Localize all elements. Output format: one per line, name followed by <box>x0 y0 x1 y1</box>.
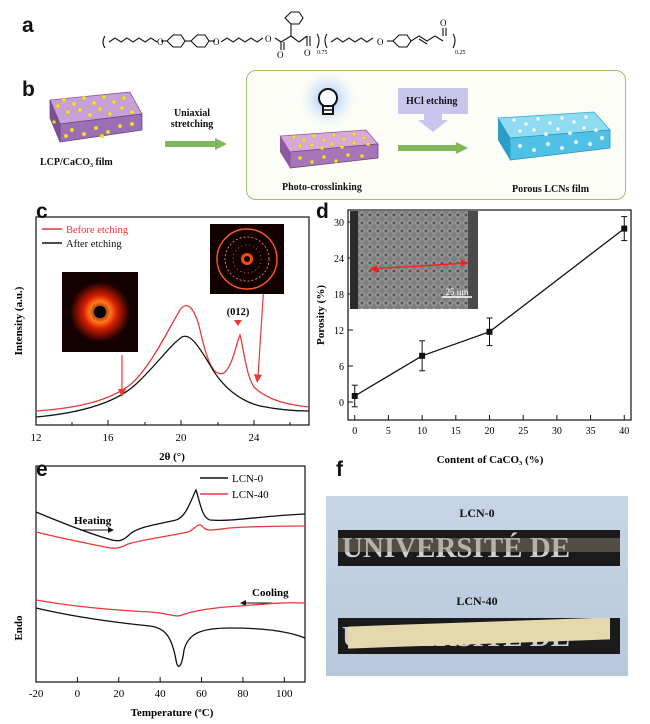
panel-label-d: d <box>316 200 329 223</box>
step1-line2: stretching <box>170 119 214 130</box>
lcn-40-cooling-curve <box>35 599 306 617</box>
svg-text:O: O <box>157 37 164 47</box>
film-strip-lcn-40: UNIVERSITÉ DE <box>338 618 620 654</box>
y-axis-label: Intensity (a.u.) <box>13 286 25 355</box>
cooling-label: Cooling <box>252 587 289 599</box>
x-tick-24: 24 <box>249 432 261 444</box>
d-y-tick-24: 24 <box>334 254 344 265</box>
d-y-axis-label: Porosity (%) <box>315 285 327 345</box>
d-y-tick-30: 30 <box>334 218 344 229</box>
panel-label-f: f <box>336 458 343 481</box>
after-etching-curve <box>35 335 310 418</box>
step1-line1: Uniaxial <box>173 108 211 119</box>
d-y-tick-6: 6 <box>339 362 344 373</box>
peak-label-012: (012) <box>227 307 250 318</box>
photo-crosslinking-label: Photo-crosslinking <box>282 182 362 193</box>
d-x-axis-label: Content of CaCO₃ (%) <box>437 454 544 466</box>
legend-after-etching: After etching <box>66 239 122 250</box>
e-x-axis-label: Temperature (ºC) <box>131 707 214 719</box>
e-x-tick-100: 100 <box>276 688 293 700</box>
panel-label-e: e <box>36 458 48 481</box>
x-tick-20: 20 <box>176 432 188 444</box>
data-point <box>486 328 493 335</box>
svg-text:O: O <box>440 18 447 28</box>
porous-film-illustration <box>497 111 611 161</box>
subscript-0-25: 0.25 <box>455 50 466 56</box>
e-y-axis-label: Endo <box>13 615 25 641</box>
heating-label: Heating <box>74 515 112 527</box>
d-y-tick-0: 0 <box>339 398 344 409</box>
x-tick-16: 16 <box>103 432 115 444</box>
panel-label-a: a <box>22 14 34 37</box>
svg-text:O: O <box>377 37 384 47</box>
hcl-etching-label: HCl etching <box>406 96 458 107</box>
e-x-tick-40: 40 <box>155 688 167 700</box>
scale-bar-label: 25 μm <box>445 287 468 297</box>
e-x-tick--20: -20 <box>29 688 44 700</box>
panel-label-c: c <box>36 200 48 223</box>
chemical-structure: O O O O O O O 0.75 0.25 <box>102 11 466 60</box>
data-point <box>621 225 628 232</box>
legend-lcn-0: LCN-0 <box>232 473 264 485</box>
e-x-tick-20: 20 <box>113 688 125 700</box>
d-x-tick-20: 20 <box>485 426 495 437</box>
porosity-line <box>354 228 625 397</box>
x-tick-12: 12 <box>31 432 42 444</box>
data-point <box>351 393 358 399</box>
d-y-tick-18: 18 <box>334 290 344 301</box>
lcn-0-heating-curve <box>35 488 306 542</box>
d-x-tick-25: 25 <box>518 426 528 437</box>
d-x-tick-0: 0 <box>352 426 357 437</box>
lcp-caco3-film-illustration <box>49 91 143 143</box>
d-x-tick-35: 35 <box>586 426 596 437</box>
label-lcn-0: LCN-0 <box>459 506 495 520</box>
arrow-right-icon <box>398 142 468 154</box>
e-x-tick-80: 80 <box>237 688 249 700</box>
label-lcn-40: LCN-40 <box>456 594 498 608</box>
uniaxial-stretching-label: Uniaxial stretching <box>162 108 222 130</box>
d-x-tick-10: 10 <box>417 426 427 437</box>
porosity-chart: 0 5 10 15 20 25 30 35 40 0 6 12 18 24 30 Content of Ca… <box>315 209 632 466</box>
legend-before-etching: Before etching <box>66 225 129 236</box>
photo-panel: LCN-0 UNIVERSITÉ DE LCN-40 UNIVERSITÉ DE <box>326 496 628 676</box>
xrd-chart: 12 16 20 24 2θ (°) Intensity (a.u.) Befo… <box>13 216 310 463</box>
svg-text:O: O <box>304 48 311 58</box>
d-y-tick-12: 12 <box>334 326 344 337</box>
svg-text:O: O <box>213 37 220 47</box>
film-label: LCP/CaCO₃ film <box>40 157 113 168</box>
svg-text:O: O <box>277 50 284 60</box>
lcn-0-cooling-curve <box>35 607 306 667</box>
x-axis-label: 2θ (°) <box>159 451 185 463</box>
legend-lcn-40: LCN-40 <box>232 489 269 501</box>
hcl-etching-box <box>398 88 468 132</box>
subscript-0-75: 0.75 <box>317 50 328 56</box>
svg-text:O: O <box>265 34 272 44</box>
d-x-tick-5: 5 <box>386 426 391 437</box>
lcn-40-heating-curve <box>35 524 306 549</box>
d-x-tick-40: 40 <box>619 426 629 437</box>
printed-text-1: UNIVERSITÉ DE <box>342 532 571 564</box>
dsc-chart: -20 0 20 40 60 80 100 Temperature (ºC) Endo LC… <box>13 465 306 719</box>
light-bulb-icon <box>300 74 356 130</box>
porous-film-label: Porous LCNs film <box>512 184 590 195</box>
crosslinked-film-illustration <box>279 129 379 169</box>
diffraction-pattern-before <box>62 272 138 352</box>
sem-image: 25 μm <box>350 211 478 309</box>
before-etching-curve <box>35 305 310 412</box>
film-strip-lcn-0: UNIVERSITÉ DE <box>338 530 620 566</box>
e-x-tick-0: 0 <box>75 688 81 700</box>
diffraction-pattern-after <box>210 224 284 294</box>
d-x-tick-15: 15 <box>451 426 461 437</box>
panel-label-b: b <box>22 78 35 101</box>
e-x-tick-60: 60 <box>196 688 208 700</box>
d-x-tick-30: 30 <box>552 426 562 437</box>
arrow-right-icon <box>165 138 227 150</box>
data-point <box>419 352 426 359</box>
